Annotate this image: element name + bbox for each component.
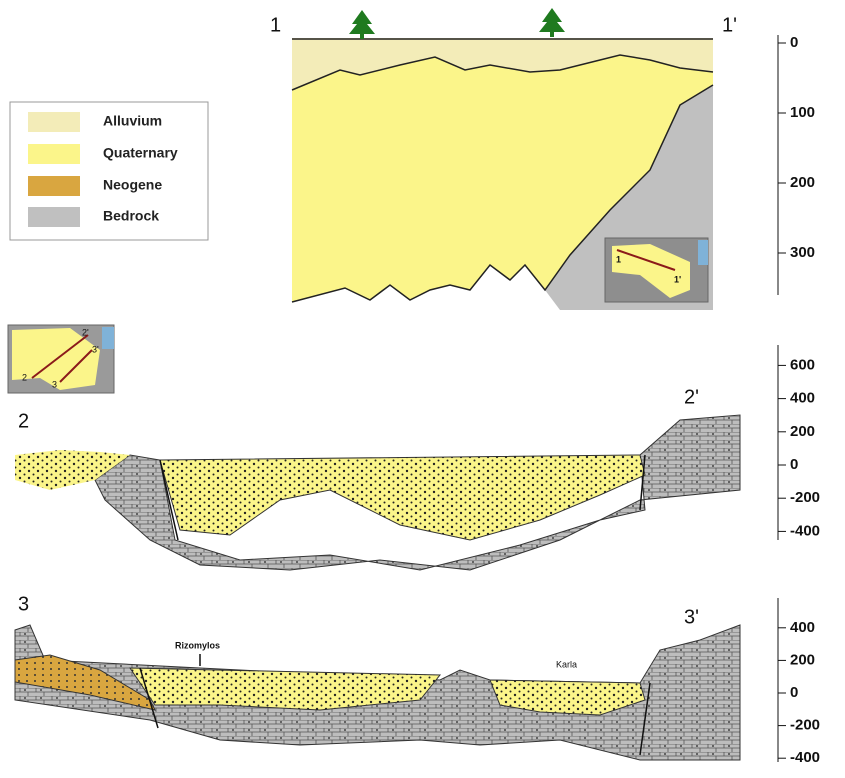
scale-label: -400 [790,749,820,766]
section-label: 3' [684,606,699,628]
inset-label: 2 [22,372,27,382]
inset-label: 2' [82,327,89,337]
inset-label: 3' [92,344,99,354]
geologic-sections: Alluvium Quaternary Neogene Bedrock 1 1'… [0,0,845,773]
inset-label: 1' [674,274,681,284]
scale-label: 400 [790,390,815,407]
scale-label: 100 [790,104,815,121]
scale-label: 400 [790,619,815,636]
scale-label: 200 [790,174,815,191]
tree [539,8,565,37]
legend-swatch [28,144,80,164]
scale-label: 600 [790,356,815,373]
scale-label: 300 [790,244,815,261]
quaternary-pattern [160,455,645,540]
place-label: Karla [556,659,577,669]
legend-label: Bedrock [103,208,159,224]
section-label: 3 [18,593,29,615]
inset-sea [102,327,114,349]
legend-label: Neogene [103,177,162,193]
scale-label: -200 [790,489,820,506]
section-label: 2' [684,386,699,408]
scale-label: 0 [790,34,798,51]
inset-label: 3 [52,379,57,389]
legend-swatch [28,176,80,196]
legend-swatch [28,112,80,132]
legend-label: Quaternary [103,145,178,161]
scale-label: 0 [790,456,798,473]
scale-label: -200 [790,717,820,734]
section-label: 2 [18,410,29,432]
legend-label: Alluvium [103,113,162,129]
scale-label: 0 [790,684,798,701]
tree [349,10,375,39]
scale-label: 200 [790,651,815,668]
inset-label: 1 [616,254,621,264]
section-label: 1 [270,14,281,36]
section-label: 1' [722,14,737,36]
scale-label: 200 [790,423,815,440]
inset-sea [698,240,708,265]
scale-label: -400 [790,522,820,539]
place-label: Rizomylos [175,640,220,650]
legend-swatch [28,207,80,227]
